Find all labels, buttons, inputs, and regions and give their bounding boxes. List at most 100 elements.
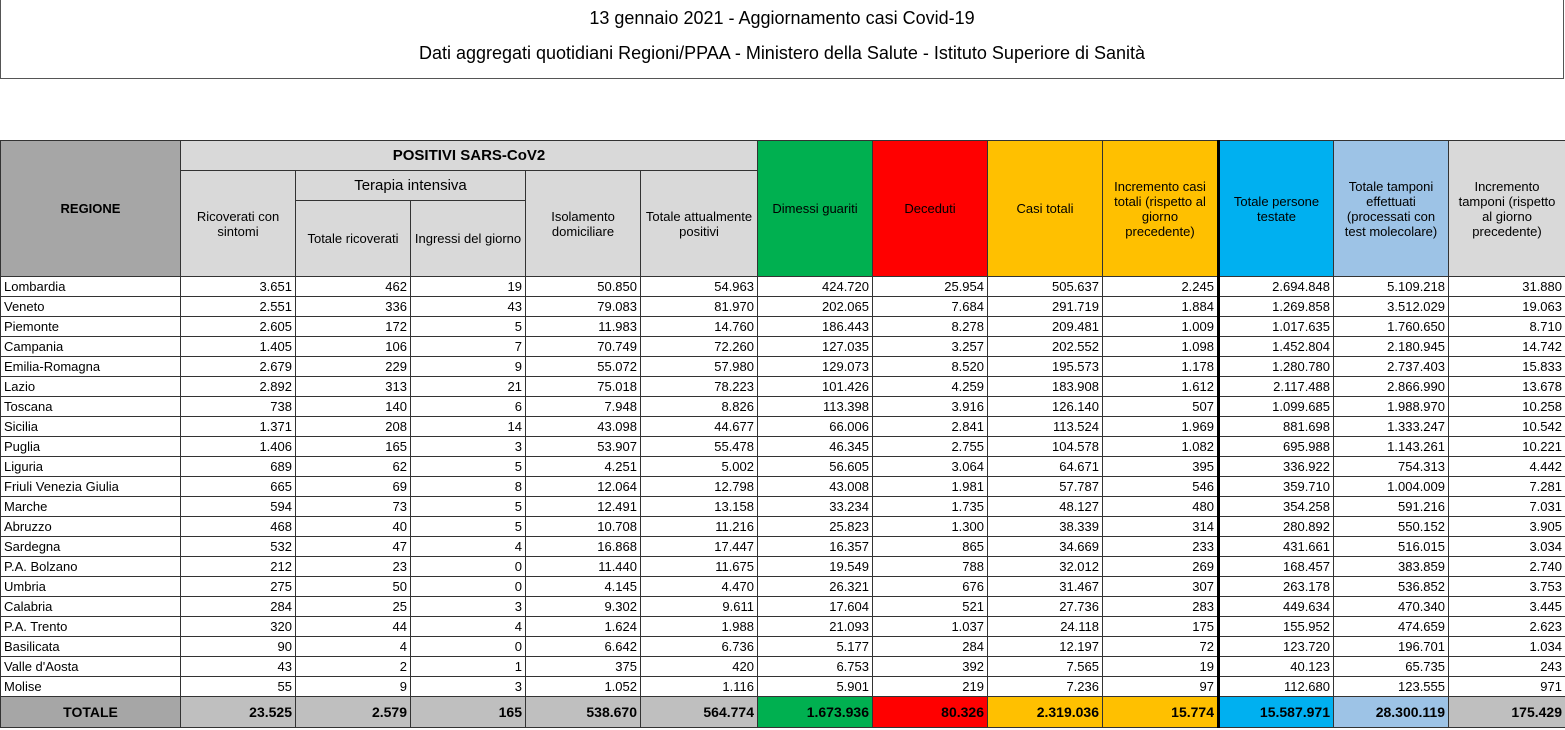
value-cell: 788 xyxy=(872,556,988,577)
value-cell: 3 xyxy=(410,676,526,697)
value-cell: 1.612 xyxy=(1102,376,1219,397)
value-cell: 16.357 xyxy=(757,536,873,557)
value-cell: 2.694.848 xyxy=(1217,276,1334,297)
value-cell: 3.651 xyxy=(180,276,296,297)
value-cell: 1.300 xyxy=(872,516,988,537)
value-cell: 212 xyxy=(180,556,296,577)
value-cell: 43.098 xyxy=(525,416,641,437)
value-cell: 129.073 xyxy=(757,356,873,377)
value-cell: 27.736 xyxy=(987,596,1103,617)
value-cell: 11.675 xyxy=(640,556,758,577)
value-cell: 7.236 xyxy=(987,676,1103,697)
value-cell: 1.178 xyxy=(1102,356,1219,377)
value-cell: 564.774 xyxy=(640,696,758,728)
table-row: Molise 55 9 3 1.052 1.116 5.901 219 7.236 97 112.6… xyxy=(0,676,1565,697)
header-ricoverati: Ricoverati con sintomi xyxy=(180,170,296,277)
value-cell: 72.260 xyxy=(640,336,758,357)
value-cell: 21.093 xyxy=(757,616,873,637)
value-cell: 15.833 xyxy=(1448,356,1565,377)
region-name-cell: Umbria xyxy=(0,576,181,597)
table-row: Friuli Venezia Giulia 665 69 8 12.064 12.798 4… xyxy=(0,476,1565,497)
value-cell: 7.684 xyxy=(872,296,988,317)
value-cell: 375 xyxy=(525,656,641,677)
value-cell: 165 xyxy=(295,436,411,457)
value-cell: 1.052 xyxy=(525,676,641,697)
value-cell: 6 xyxy=(410,396,526,417)
value-cell: 25 xyxy=(295,596,411,617)
value-cell: 40 xyxy=(295,516,411,537)
region-name-cell: Calabria xyxy=(0,596,181,617)
value-cell: 38.339 xyxy=(987,516,1103,537)
page-subtitle: Dati aggregati quotidiani Regioni/PPAA -… xyxy=(418,43,1146,63)
value-cell: 14.742 xyxy=(1448,336,1565,357)
value-cell: 56.605 xyxy=(757,456,873,477)
value-cell: 5 xyxy=(410,516,526,537)
header-ingressi: Ingressi del giorno xyxy=(410,200,526,277)
value-cell: 123.555 xyxy=(1333,676,1449,697)
value-cell: 229 xyxy=(295,356,411,377)
value-cell: 1.098 xyxy=(1102,336,1219,357)
header-totale-positivi: Totale attualmente positivi xyxy=(640,170,758,277)
value-cell: 5.901 xyxy=(757,676,873,697)
value-cell: 7 xyxy=(410,336,526,357)
value-cell: 7.031 xyxy=(1448,496,1565,517)
region-name-cell: Toscana xyxy=(0,396,181,417)
value-cell: 43.008 xyxy=(757,476,873,497)
header-incremento-casi: Incremento casi totali (rispetto al gior… xyxy=(1102,140,1219,277)
value-cell: 4 xyxy=(295,636,411,657)
table-row: Sardegna 532 47 4 16.868 17.447 16.357 865 34.66… xyxy=(0,536,1565,557)
region-name-cell: Friuli Venezia Giulia xyxy=(0,476,181,497)
value-cell: 665 xyxy=(180,476,296,497)
value-cell: 5 xyxy=(410,316,526,337)
value-cell: 47 xyxy=(295,536,411,557)
value-cell: 314 xyxy=(1102,516,1219,537)
value-cell: 44 xyxy=(295,616,411,637)
value-cell: 14.760 xyxy=(640,316,758,337)
header-tamponi: Totale tamponi effettuati (processati co… xyxy=(1333,140,1449,277)
value-cell: 462 xyxy=(295,276,411,297)
table-row: Marche 594 73 5 12.491 13.158 33.234 1.735 48.12… xyxy=(0,496,1565,517)
value-cell: 1.406 xyxy=(180,436,296,457)
value-cell: 19.063 xyxy=(1448,296,1565,317)
value-cell: 468 xyxy=(180,516,296,537)
value-cell: 14 xyxy=(410,416,526,437)
value-cell: 101.426 xyxy=(757,376,873,397)
header-terapia: Terapia intensiva xyxy=(295,170,526,201)
value-cell: 2.180.945 xyxy=(1333,336,1449,357)
value-cell: 263.178 xyxy=(1217,576,1334,597)
table-row: Lazio 2.892 313 21 75.018 78.223 101.426 4.259 1… xyxy=(0,376,1565,397)
value-cell: 48.127 xyxy=(987,496,1103,517)
value-cell: 113.398 xyxy=(757,396,873,417)
table-row: P.A. Bolzano 212 23 0 11.440 11.675 19.549 788 3… xyxy=(0,556,1565,577)
table-row: Basilicata 90 4 0 6.642 6.736 5.177 284 12.197 72… xyxy=(0,636,1565,657)
value-cell: 2.117.488 xyxy=(1217,376,1334,397)
page-title: 13 gennaio 2021 - Aggiornamento casi Cov… xyxy=(589,8,975,28)
table-row: Lombardia 3.651 462 19 50.850 54.963 424.720 25… xyxy=(0,276,1565,297)
value-cell: 43 xyxy=(410,296,526,317)
value-cell: 34.669 xyxy=(987,536,1103,557)
value-cell: 516.015 xyxy=(1333,536,1449,557)
value-cell: 3.257 xyxy=(872,336,988,357)
value-cell: 336.922 xyxy=(1217,456,1334,477)
value-cell: 13.158 xyxy=(640,496,758,517)
region-name-cell: Marche xyxy=(0,496,181,517)
value-cell: 78.223 xyxy=(640,376,758,397)
value-cell: 1.371 xyxy=(180,416,296,437)
value-cell: 971 xyxy=(1448,676,1565,697)
region-name-cell: Basilicata xyxy=(0,636,181,657)
value-cell: 23 xyxy=(295,556,411,577)
value-cell: 2.319.036 xyxy=(987,696,1103,728)
value-cell: 75.018 xyxy=(525,376,641,397)
value-cell: 2.841 xyxy=(872,416,988,437)
value-cell: 55.478 xyxy=(640,436,758,457)
header-deceduti: Deceduti xyxy=(872,140,988,277)
value-cell: 2.892 xyxy=(180,376,296,397)
table-row: Toscana 738 140 6 7.948 8.826 113.398 3.916 126.… xyxy=(0,396,1565,417)
region-name-cell: Campania xyxy=(0,336,181,357)
value-cell: 8.278 xyxy=(872,316,988,337)
value-cell: 7.948 xyxy=(525,396,641,417)
value-cell: 546 xyxy=(1102,476,1219,497)
value-cell: 4 xyxy=(410,616,526,637)
value-cell: 104.578 xyxy=(987,436,1103,457)
value-cell: 172 xyxy=(295,316,411,337)
